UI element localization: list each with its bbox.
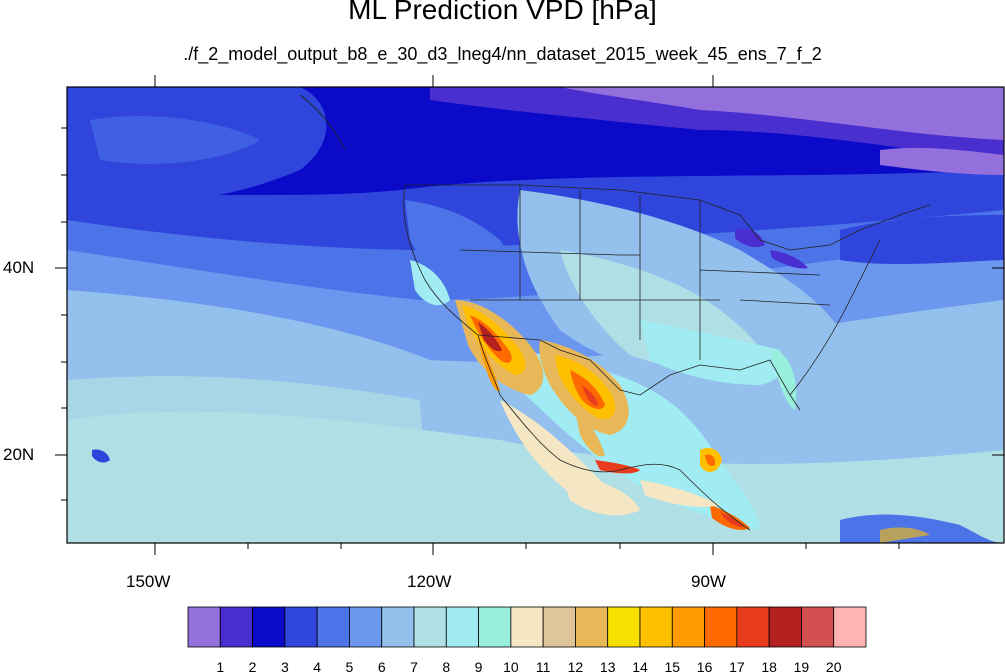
colorbar-swatch bbox=[736, 606, 770, 648]
map-subtitle: ./f_2_model_output_b8_e_30_d3_lneg4/nn_d… bbox=[183, 44, 822, 64]
colorbar-label: 20 bbox=[826, 659, 842, 672]
colorbar-swatch bbox=[219, 606, 253, 648]
vpd-field bbox=[67, 87, 1004, 543]
colorbar-swatch bbox=[349, 606, 383, 648]
colorbar-swatch bbox=[187, 606, 221, 648]
colorbar-label: 14 bbox=[632, 659, 648, 672]
colorbar-swatch bbox=[510, 606, 544, 648]
lon-label-150w: 150W bbox=[126, 572, 171, 591]
colorbar-label: 1 bbox=[216, 659, 224, 672]
colorbar-swatch bbox=[252, 606, 286, 648]
colorbar-label: 4 bbox=[313, 659, 321, 672]
colorbar-label: 2 bbox=[249, 659, 257, 672]
colorbar-label: 10 bbox=[503, 659, 519, 672]
colorbar: 1 2 3 4 5 6 7 8 9 10 11 12 13 14 15 16 17 18 19 20 bbox=[187, 606, 867, 672]
colorbar-swatch bbox=[575, 606, 609, 648]
colorbar-label: 17 bbox=[729, 659, 745, 672]
colorbar-label: 6 bbox=[378, 659, 386, 672]
colorbar-swatch bbox=[607, 606, 641, 648]
colorbar-label: 9 bbox=[475, 659, 483, 672]
colorbar-swatch bbox=[316, 606, 350, 648]
colorbar-swatch bbox=[639, 606, 673, 648]
lat-label-40n: 40N bbox=[3, 258, 35, 277]
colorbar-swatch bbox=[381, 606, 415, 648]
colorbar-swatch bbox=[478, 606, 512, 648]
colorbar-label: 11 bbox=[536, 659, 551, 672]
colorbar-label: 12 bbox=[568, 659, 584, 672]
colorbar-swatch bbox=[542, 606, 576, 648]
colorbar-label: 13 bbox=[600, 659, 616, 672]
colorbar-swatch bbox=[284, 606, 318, 648]
colorbar-swatch bbox=[413, 606, 447, 648]
colorbar-swatch bbox=[801, 606, 835, 648]
colorbar-swatch bbox=[445, 606, 479, 648]
colorbar-label: 18 bbox=[761, 659, 777, 672]
colorbar-swatch bbox=[704, 606, 738, 648]
colorbar-label: 5 bbox=[346, 659, 354, 672]
colorbar-swatch bbox=[671, 606, 705, 648]
colorbar-swatch bbox=[768, 606, 802, 648]
map-title: ML Prediction VPD [hPa] bbox=[348, 0, 657, 25]
colorbar-label: 16 bbox=[697, 659, 713, 672]
colorbar-label: 19 bbox=[794, 659, 810, 672]
colorbar-label: 15 bbox=[664, 659, 680, 672]
colorbar-label: 7 bbox=[410, 659, 418, 672]
lon-label-120w: 120W bbox=[407, 572, 452, 591]
colorbar-label: 3 bbox=[281, 659, 289, 672]
colorbar-label: 8 bbox=[442, 659, 450, 672]
lon-label-90w: 90W bbox=[691, 572, 726, 591]
axis-ticks bbox=[55, 75, 1004, 555]
colorbar-swatch bbox=[833, 606, 867, 648]
lat-label-20n: 20N bbox=[3, 445, 35, 464]
boundaries bbox=[299, 94, 931, 531]
